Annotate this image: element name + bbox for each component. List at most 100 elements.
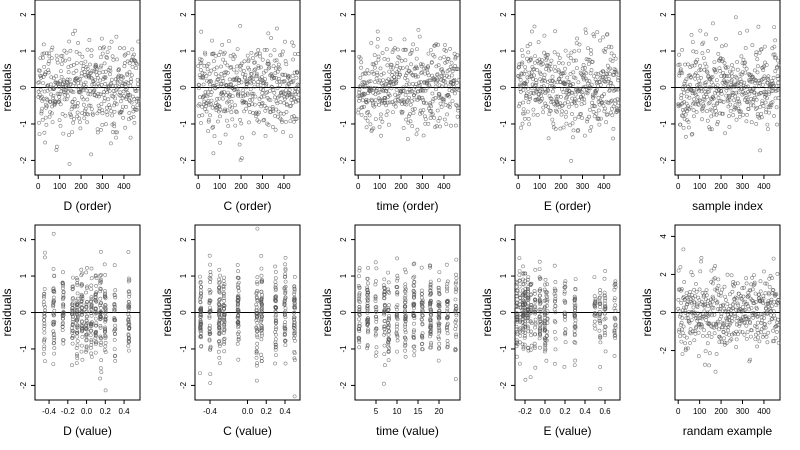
data-point [767,91,772,96]
x-tick-label: 100 [213,182,227,191]
data-point [70,336,75,340]
data-point [413,74,418,79]
data-point [438,101,443,106]
data-point [710,313,715,318]
data-point [275,101,280,106]
data-point [281,130,286,135]
x-tick-label: 0.0 [539,407,551,416]
data-point [62,97,67,102]
data-point [126,93,131,98]
data-point [718,69,723,73]
data-point [605,32,609,37]
data-point [92,89,96,94]
data-point [384,88,389,93]
data-point [736,96,740,101]
data-point [283,268,288,273]
data-point [577,98,581,103]
data-point [99,370,104,375]
data-point [197,102,202,107]
data-point [690,63,695,68]
data-point [613,303,618,308]
data-point [259,266,264,271]
data-point [217,344,222,348]
data-point [416,95,421,99]
data-point [428,329,433,334]
data-point [406,114,411,119]
data-point [221,317,226,322]
data-point [529,292,534,297]
data-point [563,332,568,337]
data-point [111,57,116,62]
data-point [214,80,219,85]
data-point [268,89,272,94]
data-point [597,299,602,304]
data-point [776,63,781,68]
y-tick-label: 1 [19,48,28,53]
data-point [738,31,743,36]
x-axis-title: D (value) [63,424,112,438]
data-point [386,321,391,326]
data-point [692,300,697,305]
data-point [292,331,296,336]
data-point [740,72,744,77]
data-point [98,78,103,83]
data-point [515,311,519,316]
data-point [87,103,91,108]
data-point [437,270,442,275]
data-point [765,340,770,345]
data-point [79,74,84,79]
data-point [680,71,685,75]
data-point [99,127,103,132]
data-point [411,283,416,288]
y-tick-label: -1 [179,120,188,128]
data-point [573,116,577,121]
data-point [112,328,117,333]
data-point [713,276,717,281]
data-point [420,291,424,296]
data-point [405,137,410,142]
data-point [239,80,244,85]
data-point [375,29,380,34]
data-point [412,292,417,297]
data-point [373,80,378,84]
data-point [721,100,726,104]
data-point [722,284,727,289]
data-point [593,297,598,302]
data-point [254,280,259,285]
data-point [217,290,222,295]
data-point [82,116,87,121]
data-point [257,119,262,124]
data-point [235,341,240,346]
data-point [746,99,751,104]
data-point [235,303,240,307]
data-point [382,327,387,331]
y-tick-label: 1 [19,273,28,278]
data-point [233,87,238,91]
data-point [274,66,278,71]
data-point [88,103,93,108]
data-point [273,264,278,269]
data-point [84,270,89,275]
data-point [598,301,603,306]
data-point [103,292,107,297]
data-point [709,80,714,85]
data-point [40,106,45,111]
data-point [542,33,547,38]
data-point [109,39,114,44]
y-axis-title: residuals [160,288,174,336]
data-point [545,333,549,338]
data-point [208,381,213,385]
data-point [514,340,519,345]
data-point [288,119,293,124]
data-point [764,87,769,91]
data-point [523,271,528,276]
data-point [721,111,725,116]
data-point [419,295,424,300]
data-point [403,76,408,80]
data-point [89,107,94,112]
data-point [376,57,381,62]
data-point [453,290,458,294]
data-point [437,330,442,335]
